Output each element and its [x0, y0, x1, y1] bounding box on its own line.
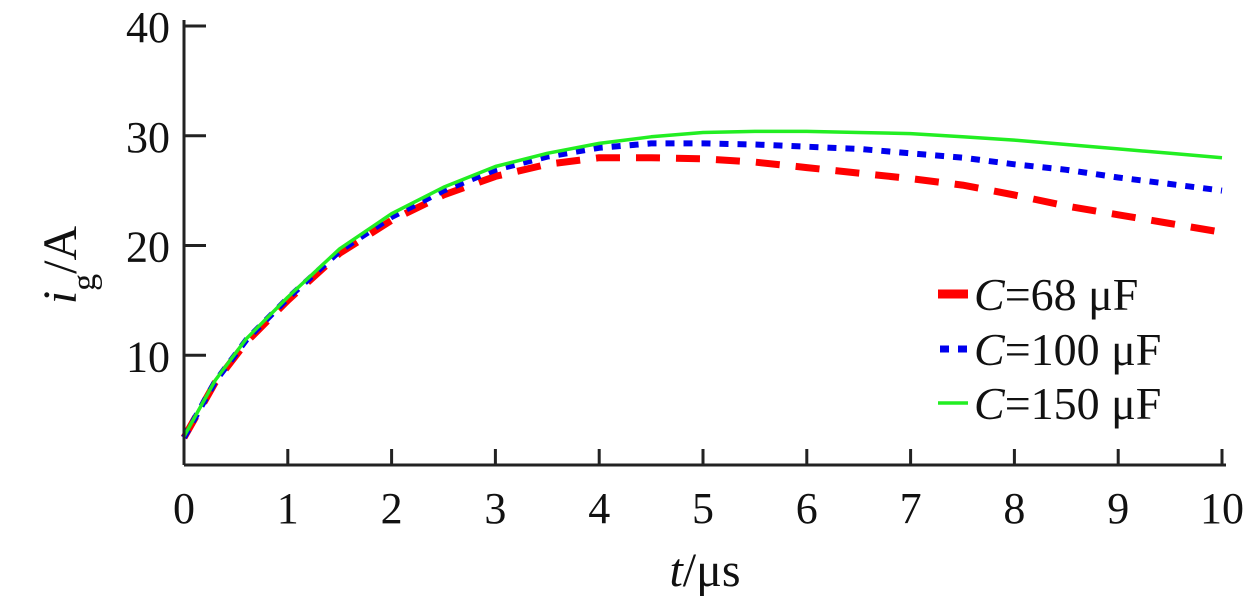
x-axis-label: t/μs — [669, 544, 740, 597]
x-axis-label-unit: /μs — [683, 544, 741, 597]
x-tick-label: 1 — [277, 484, 299, 533]
y-tick-label: 20 — [126, 223, 170, 272]
x-tick-label: 0 — [173, 484, 195, 533]
y-axis-label-unit: /A — [34, 225, 87, 273]
x-tick-label: 4 — [588, 484, 610, 533]
legend-label-rest: =150 μF — [1005, 378, 1162, 429]
legend-label-rest: =68 μF — [1005, 269, 1139, 320]
legend-label-var: C — [974, 378, 1006, 429]
legend-label-var: C — [974, 269, 1006, 320]
legend: C=68 μFC=100 μFC=150 μF — [938, 269, 1161, 429]
ticks: 0 1 2 3 4 5 6 7 8 9 10 10 20 30 40 — [126, 3, 1244, 533]
x-tick-label: 9 — [1107, 484, 1129, 533]
y-axis-label-var: i — [34, 291, 87, 304]
x-tick-label: 5 — [692, 484, 714, 533]
x-tick-label: 2 — [381, 484, 403, 533]
x-tick-label: 7 — [900, 484, 922, 533]
y-axis-label: ig/A — [34, 225, 103, 304]
series-line-1 — [180, 154, 1223, 440]
y-tick-label: 40 — [126, 3, 170, 52]
x-tick-label: 10 — [1200, 484, 1244, 533]
legend-label-var: C — [974, 324, 1006, 375]
series-layer — [180, 129, 1223, 440]
x-tick-label: 8 — [1003, 484, 1025, 533]
y-tick-label: 30 — [126, 113, 170, 162]
y-tick-label: 10 — [126, 332, 170, 381]
x-tick-label: 6 — [796, 484, 818, 533]
axes — [182, 20, 1226, 467]
legend-label-1: C=68 μF — [974, 269, 1138, 320]
y-axis-label-sub: g — [66, 274, 103, 291]
legend-label-3: C=150 μF — [974, 378, 1161, 429]
x-tick-label: 3 — [484, 484, 506, 533]
series-line-3 — [182, 129, 1223, 438]
x-axis-label-var: t — [669, 544, 684, 597]
legend-label-2: C=100 μF — [974, 324, 1161, 375]
legend-label-rest: =100 μF — [1005, 324, 1162, 375]
